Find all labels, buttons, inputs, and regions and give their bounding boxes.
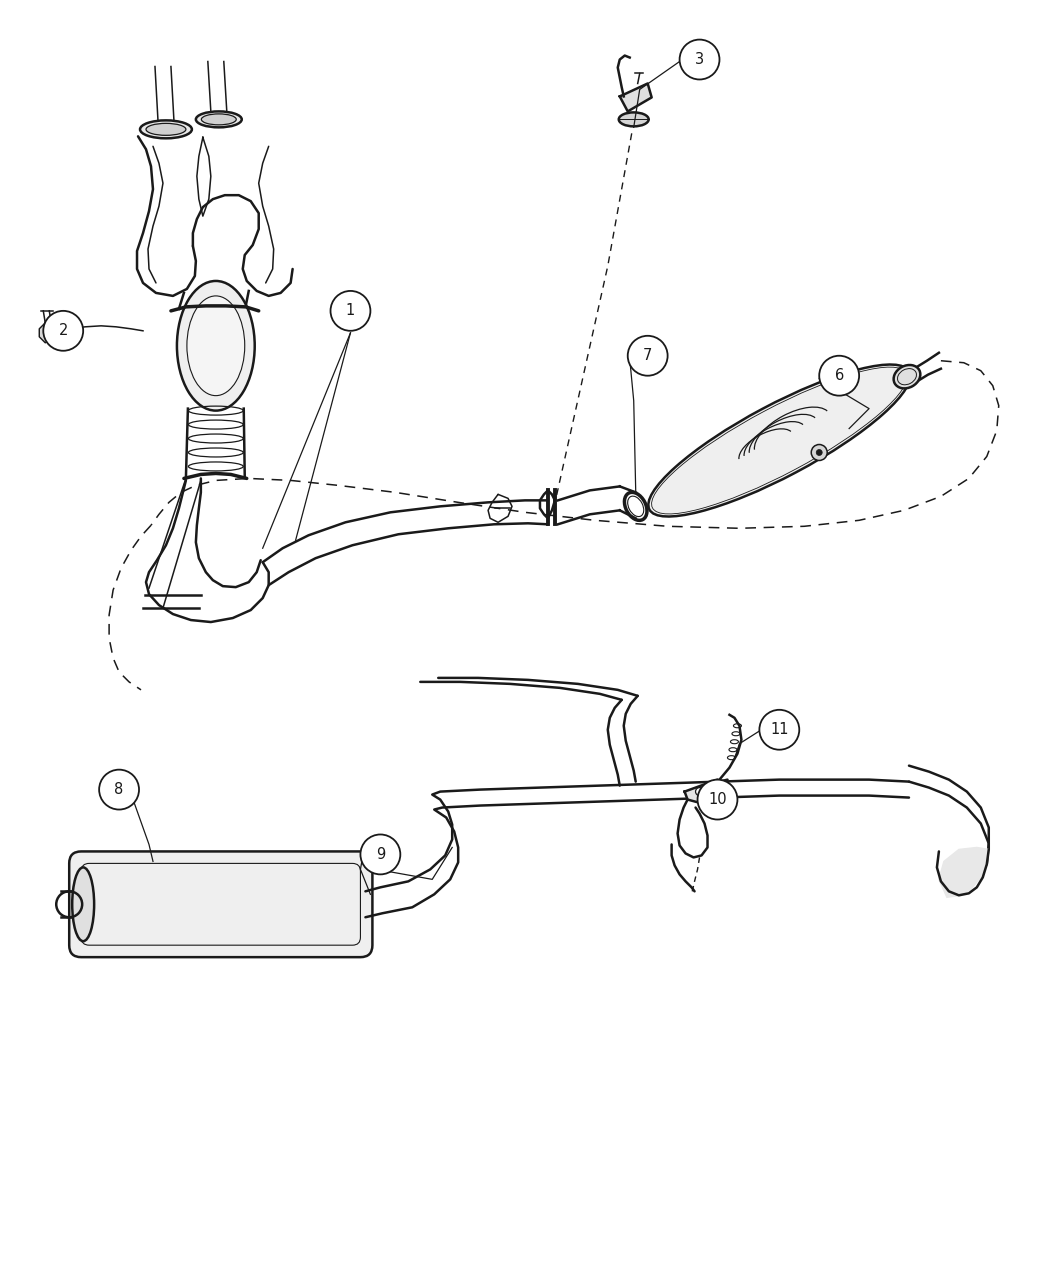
Text: 3: 3 (695, 52, 705, 68)
Circle shape (679, 40, 719, 79)
Circle shape (360, 834, 400, 875)
Ellipse shape (648, 365, 910, 516)
Polygon shape (939, 848, 989, 898)
Text: 11: 11 (770, 722, 789, 737)
Circle shape (759, 710, 799, 750)
Circle shape (43, 311, 83, 351)
Circle shape (697, 779, 737, 820)
Ellipse shape (146, 124, 186, 135)
Text: 8: 8 (114, 782, 124, 797)
Text: 9: 9 (376, 847, 385, 862)
Circle shape (712, 789, 719, 798)
Ellipse shape (894, 365, 921, 389)
Circle shape (628, 335, 668, 376)
Polygon shape (620, 83, 652, 111)
Text: 7: 7 (643, 348, 652, 363)
Polygon shape (39, 323, 54, 343)
Text: 1: 1 (345, 303, 355, 319)
Text: 2: 2 (59, 324, 68, 338)
Ellipse shape (618, 112, 649, 126)
Ellipse shape (140, 120, 192, 138)
Ellipse shape (176, 280, 255, 411)
Ellipse shape (72, 867, 94, 941)
Circle shape (816, 450, 822, 455)
Ellipse shape (202, 113, 236, 125)
Circle shape (331, 291, 371, 330)
Text: 6: 6 (835, 368, 844, 384)
Ellipse shape (187, 296, 245, 395)
FancyBboxPatch shape (69, 852, 373, 958)
Ellipse shape (196, 111, 242, 128)
Circle shape (812, 445, 827, 460)
Circle shape (819, 356, 859, 395)
Polygon shape (685, 779, 730, 807)
Circle shape (99, 770, 139, 810)
Text: 10: 10 (708, 792, 727, 807)
Circle shape (695, 788, 704, 796)
